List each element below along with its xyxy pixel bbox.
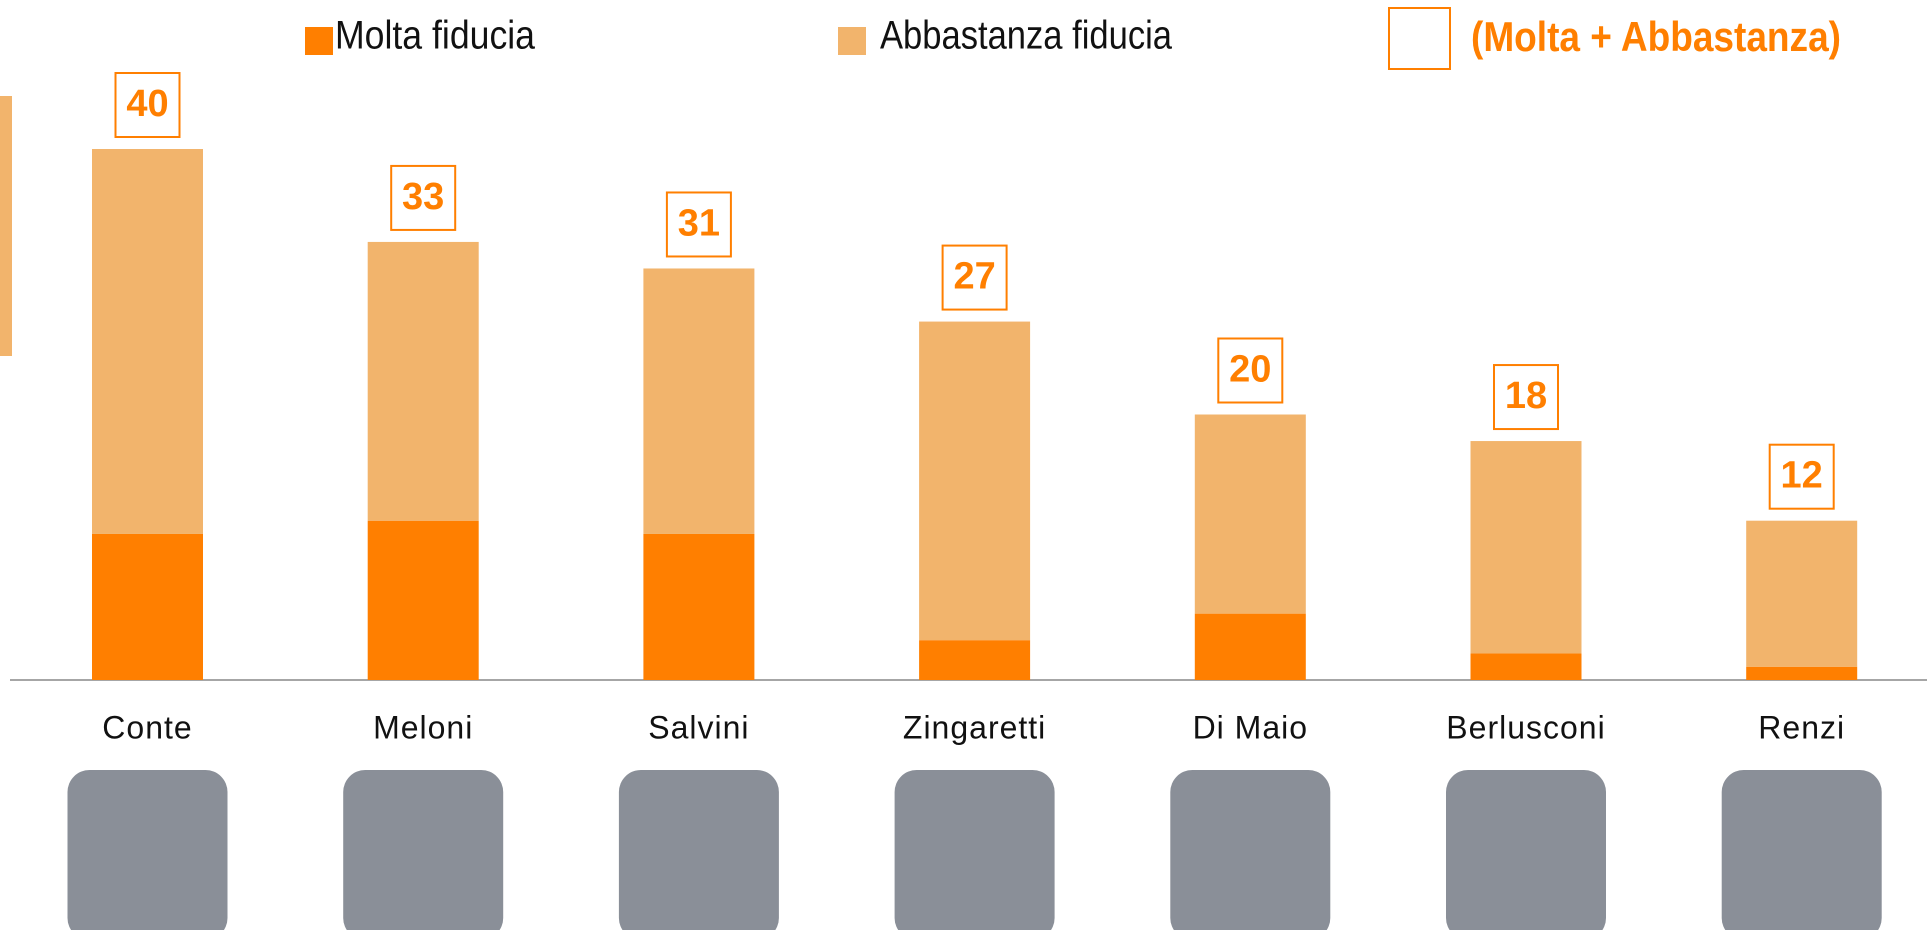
portrait (1170, 770, 1331, 930)
total-box (1768, 443, 1835, 510)
bar-segment (919, 321, 1031, 641)
bar-segment (367, 520, 479, 680)
portrait (618, 770, 779, 930)
portrait (894, 770, 1055, 930)
legend-label: Molta fiducia (335, 14, 536, 58)
total-label: 40 (126, 83, 168, 125)
bar-segment (1746, 666, 1858, 680)
bar-segment (1194, 613, 1306, 680)
total-label: 20 (1229, 349, 1271, 391)
bar-segment (92, 533, 203, 680)
x-tick-label: Conte (102, 709, 192, 745)
x-tick-label: Salvini (648, 709, 749, 745)
bar-segment (367, 241, 479, 521)
x-tick-label: Berlusconi (1446, 709, 1605, 745)
x-tick-label: Meloni (373, 709, 473, 745)
total-label: 27 (953, 256, 995, 298)
legend-label: Abbastanza fiducia (880, 14, 1173, 58)
total-label: 31 (678, 203, 720, 245)
x-tick-label: Di Maio (1193, 709, 1308, 745)
bar-segment (1194, 414, 1306, 614)
x-tick-label: Zingaretti (903, 709, 1046, 745)
bar-segment (1470, 441, 1582, 654)
legend-swatch (305, 27, 333, 55)
legend-label: (Molta + Abbastanza) (1471, 13, 1841, 60)
total-box (390, 164, 457, 231)
total-box (114, 72, 181, 138)
total-label: 12 (1781, 455, 1823, 497)
total-box (941, 244, 1008, 311)
total-label: 33 (402, 176, 444, 218)
bar-segment (92, 149, 203, 534)
legend-swatch (838, 27, 866, 55)
total-box (665, 191, 732, 258)
x-tick-label: Renzi (1758, 709, 1845, 745)
bar-segment (919, 640, 1031, 680)
legend-swatch (1388, 7, 1451, 70)
portrait (1721, 770, 1882, 930)
bar-segment (1746, 520, 1858, 667)
portrait (67, 770, 228, 930)
side-accent (0, 96, 12, 356)
total-box (1217, 337, 1284, 404)
portrait (1446, 770, 1606, 930)
bar-segment (643, 533, 755, 680)
total-box (1493, 364, 1559, 431)
bar-segment (1470, 653, 1582, 680)
total-label: 18 (1505, 375, 1547, 417)
bar-segment (643, 268, 755, 534)
portrait (343, 770, 504, 930)
